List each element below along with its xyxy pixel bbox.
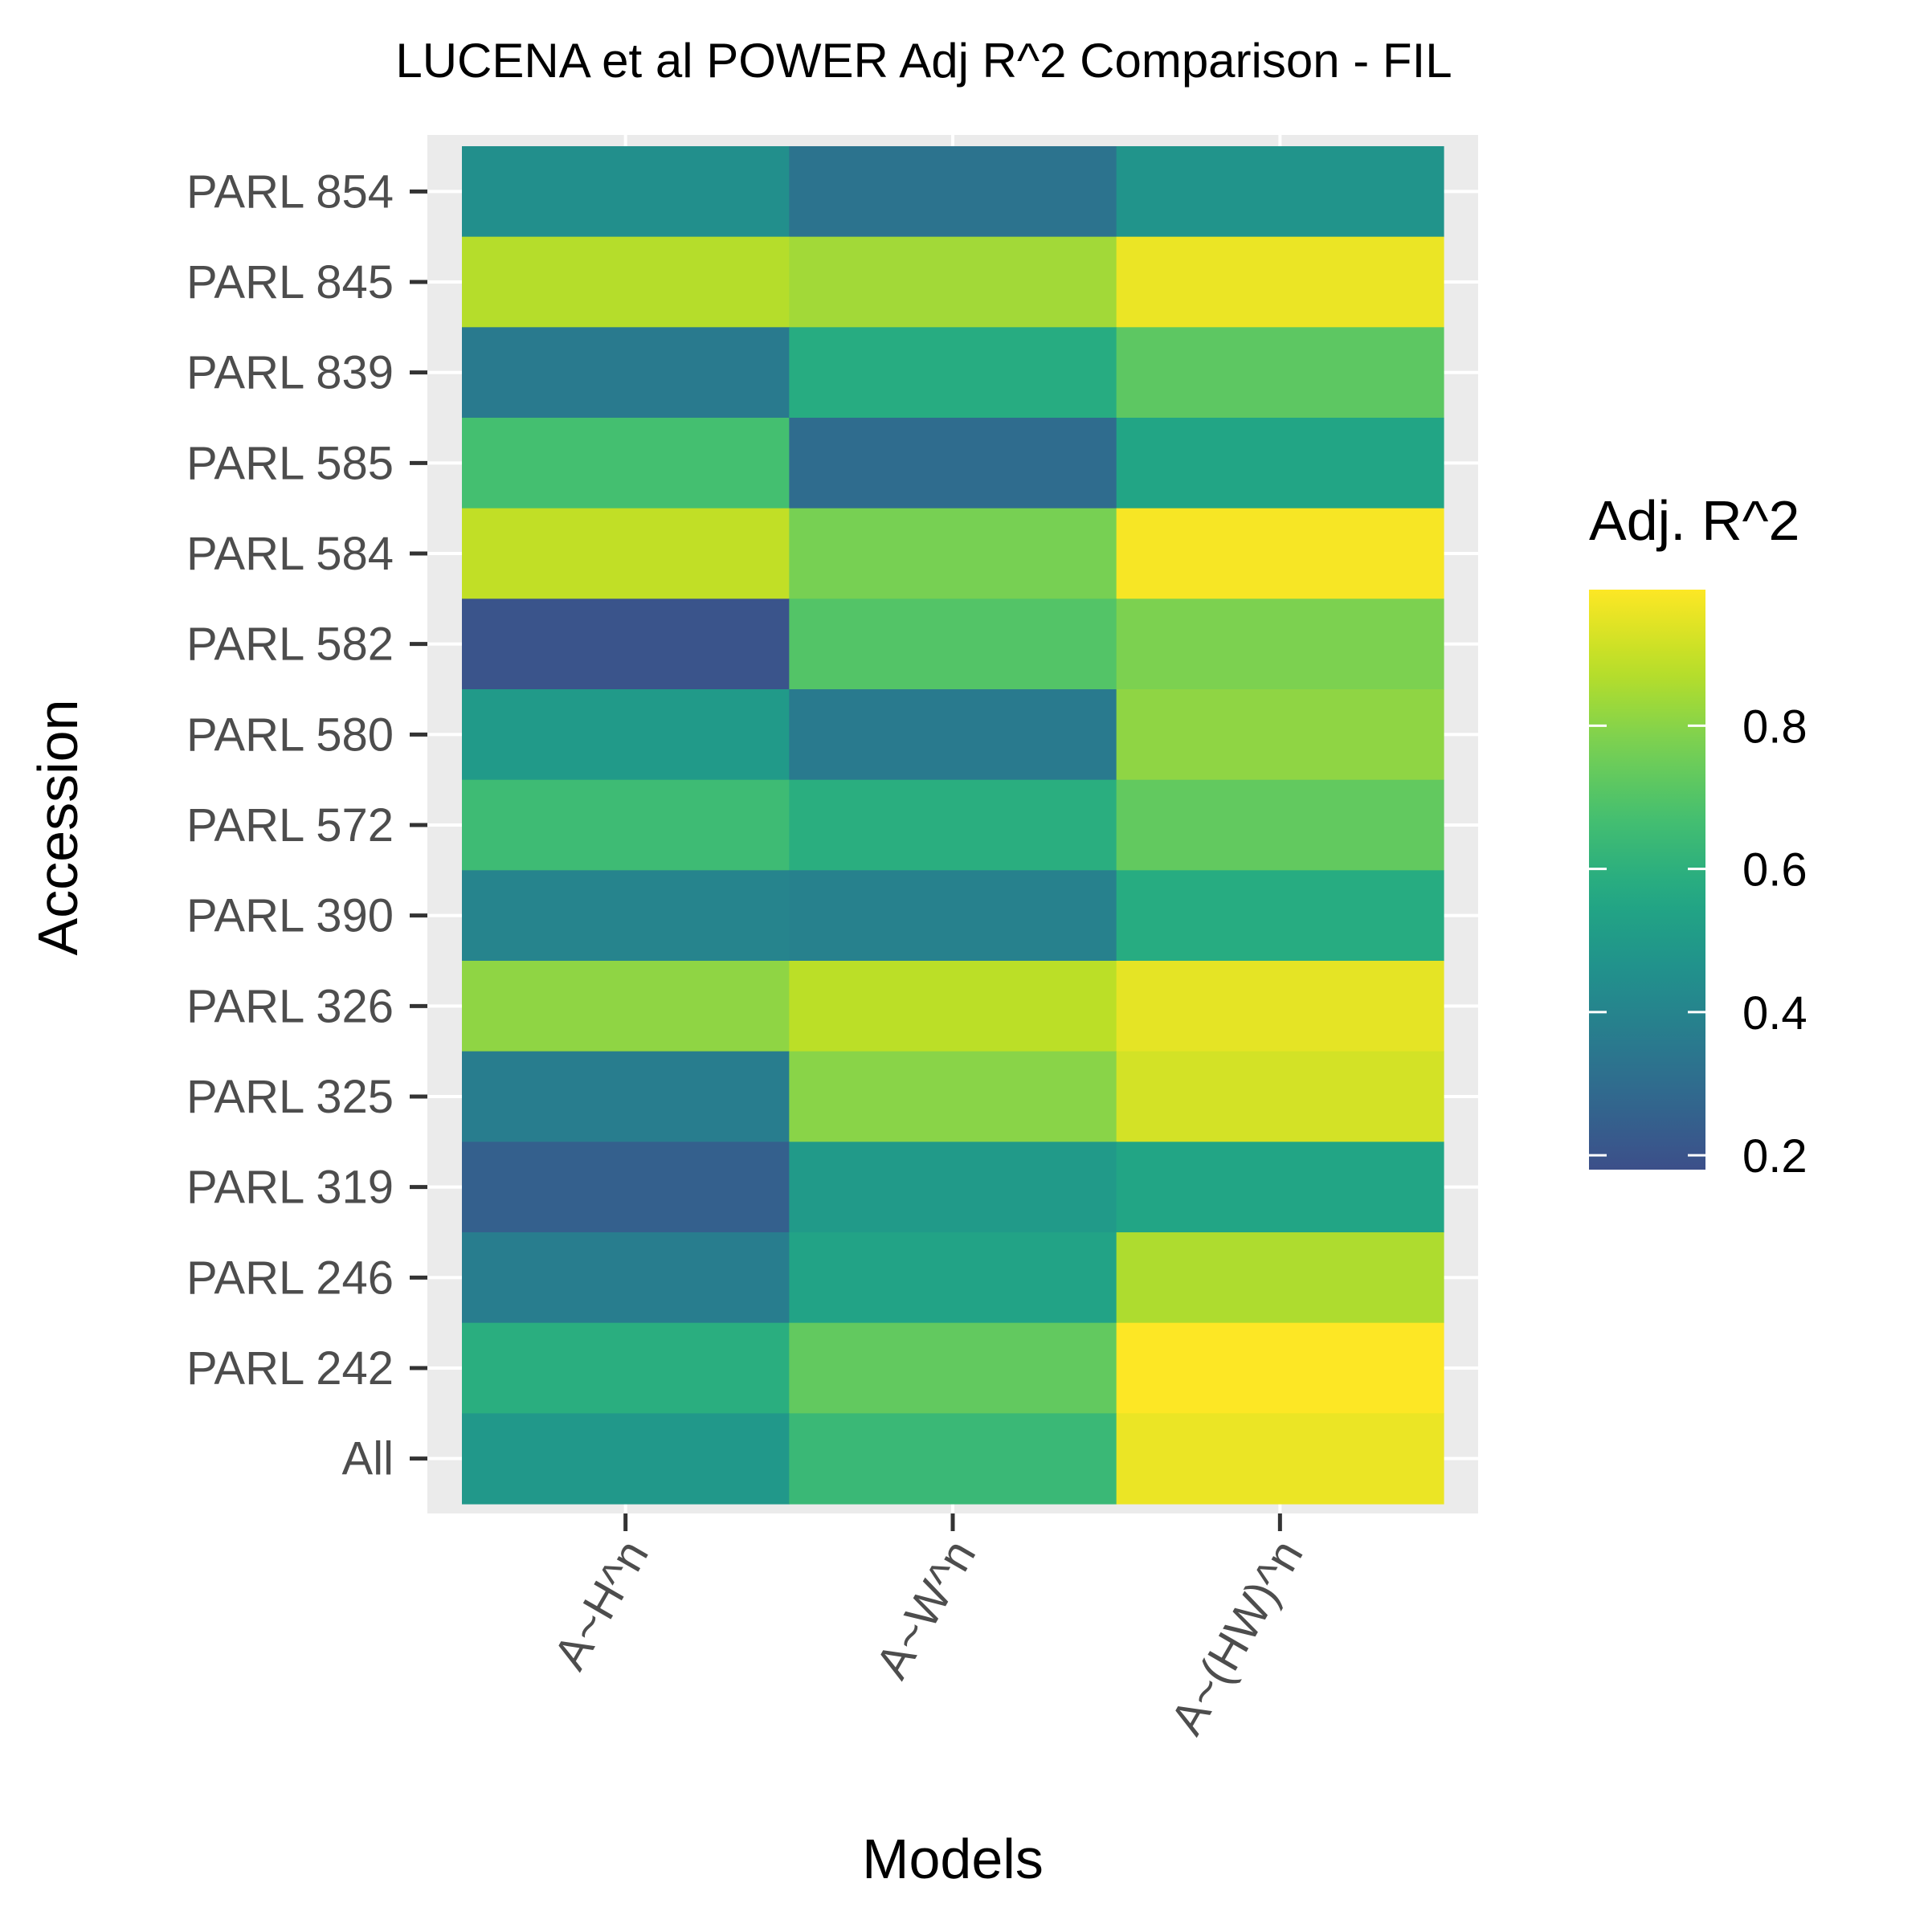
- heatmap-cell: [1116, 418, 1444, 509]
- x-axis-title: Models: [862, 1828, 1044, 1890]
- heatmap-cell: [462, 961, 790, 1052]
- y-tick-label: PARL 319: [186, 1162, 394, 1214]
- legend-tick-label: 0.2: [1742, 1130, 1808, 1182]
- heatmap-cell: [1116, 1232, 1444, 1324]
- heatmap-cell: [1116, 327, 1444, 419]
- y-tick-label: All: [342, 1433, 394, 1485]
- y-tick-label: PARL 582: [186, 619, 394, 671]
- heatmap-cell: [789, 689, 1117, 781]
- heatmap-cell: [1116, 1051, 1444, 1142]
- heatmap-cell: [462, 1142, 790, 1233]
- y-tick-label: PARL 584: [186, 528, 394, 580]
- heatmap-cell: [789, 1413, 1117, 1505]
- heatmap-cell: [462, 418, 790, 509]
- heatmap-cell: [1116, 779, 1444, 871]
- heatmap-cell: [1116, 508, 1444, 599]
- chart-title: LUCENA et al POWER Adj R^2 Comparison - …: [395, 34, 1452, 88]
- heatmap-cell: [789, 779, 1117, 871]
- heatmap-cell: [462, 146, 790, 238]
- heatmap-cell: [462, 870, 790, 962]
- heatmap-cell: [462, 1413, 790, 1505]
- y-tick-label: PARL 242: [186, 1342, 394, 1395]
- y-tick-label: PARL 845: [186, 256, 394, 308]
- y-tick-label: PARL 839: [186, 347, 394, 399]
- y-axis-title: Accession: [27, 699, 89, 955]
- y-tick-label: PARL 246: [186, 1252, 394, 1304]
- heatmap-cell: [462, 689, 790, 781]
- legend-tick-label: 0.4: [1742, 987, 1808, 1040]
- legend-tick-label: 0.6: [1742, 844, 1808, 897]
- heatmap-cell: [462, 779, 790, 871]
- y-axis: PARL 854 PARL 845 PARL 839 PARL 585 PARL 584…: [186, 165, 427, 1485]
- heatmap-cell: [789, 327, 1117, 419]
- heatmap-cell: [462, 1322, 790, 1414]
- heatmap-cell: [789, 418, 1117, 509]
- y-tick-label: PARL 580: [186, 709, 394, 761]
- heatmap-cell: [789, 146, 1117, 238]
- y-tick-label: PARL 325: [186, 1071, 394, 1123]
- heatmap-tiles: [462, 146, 1444, 1505]
- legend-tick-label: 0.8: [1742, 701, 1808, 753]
- heatmap-cell: [1116, 598, 1444, 690]
- y-tick-label: PARL 572: [186, 799, 394, 852]
- heatmap-cell: [1116, 1322, 1444, 1414]
- heatmap-cell: [789, 1051, 1117, 1142]
- heatmap-cell: [789, 1322, 1117, 1414]
- heatmap-cell: [462, 598, 790, 690]
- heatmap-cell: [462, 1051, 790, 1142]
- heatmap-cell: [1116, 961, 1444, 1052]
- heatmap-cell: [1116, 236, 1444, 328]
- heatmap-cell: [789, 1142, 1117, 1233]
- heatmap-cell: [789, 508, 1117, 599]
- legend-ticks: 0.2 0.4 0.6 0.8: [1589, 701, 1808, 1182]
- heatmap-cell: [1116, 1142, 1444, 1233]
- heatmap-cell: [789, 598, 1117, 690]
- heatmap-cell: [789, 870, 1117, 962]
- y-tick-label: PARL 854: [186, 165, 394, 218]
- legend: Adj. R^2 0.2 0.4 0.6 0.8: [1589, 489, 1808, 1182]
- heatmap-cell: [1116, 146, 1444, 238]
- heatmap-cell: [462, 508, 790, 599]
- y-tick-label: PARL 585: [186, 437, 394, 489]
- heatmap-cell: [1116, 689, 1444, 781]
- heatmap-cell: [462, 327, 790, 419]
- heatmap-cell: [462, 236, 790, 328]
- legend-colorbar: [1589, 590, 1705, 1170]
- legend-title: Adj. R^2: [1589, 489, 1799, 552]
- heatmap-cell: [1116, 870, 1444, 962]
- y-tick-label: PARL 390: [186, 890, 394, 942]
- heatmap-cell: [789, 236, 1117, 328]
- heatmap-cell: [789, 961, 1117, 1052]
- y-tick-label: PARL 326: [186, 980, 394, 1032]
- heatmap-cell: [462, 1232, 790, 1324]
- heatmap-cell: [1116, 1413, 1444, 1505]
- heatmap-cell: [789, 1232, 1117, 1324]
